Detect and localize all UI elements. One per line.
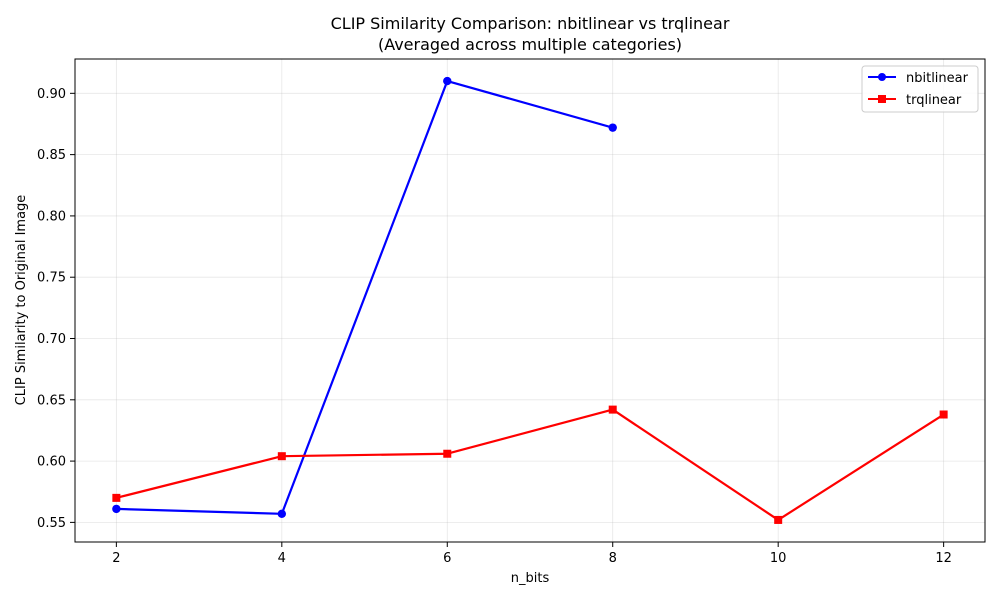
y-tick-label: 0.90 (37, 87, 66, 102)
data-point-trqlinear (443, 449, 452, 458)
grid (75, 59, 985, 542)
plot-frame (74, 58, 986, 543)
chart-subtitle: (Averaged across multiple categories) (378, 35, 682, 54)
series-line-nbitlinear (116, 79, 614, 515)
chart-title: CLIP Similarity Comparison: nbitlinear v… (331, 14, 730, 33)
data-point-trqlinear (277, 452, 286, 461)
legend-square-marker-icon (878, 95, 886, 103)
x-tick-label: 6 (443, 551, 451, 566)
x-tick-label: 8 (609, 551, 617, 566)
legend-label-nbitlinear: nbitlinear (906, 71, 969, 86)
y-tick-label: 0.85 (37, 148, 66, 163)
data-point-trqlinear (608, 405, 617, 414)
y-axis-label: CLIP Similarity to Original Image (14, 195, 29, 406)
axis-ticks: 2 4 6 8 10 12 0.55 0.60 0.65 0.70 0.75 0.80 0.85 0.90 (37, 87, 952, 566)
legend-entry-nbitlinear: nbitlinear (868, 71, 969, 86)
y-tick-label: 0.80 (37, 209, 66, 224)
legend-circle-marker-icon (878, 73, 886, 81)
series-trqlinear (112, 405, 948, 524)
data-point-trqlinear (112, 493, 121, 502)
legend-label-trqlinear: trqlinear (906, 93, 962, 108)
data-point-nbitlinear (277, 509, 287, 519)
y-tick-label: 0.75 (37, 271, 66, 286)
y-tick-label: 0.70 (37, 332, 66, 347)
y-tick-label: 0.65 (37, 393, 66, 408)
data-point-nbitlinear (443, 76, 452, 86)
x-tick-label: 4 (278, 551, 286, 566)
x-tick-label: 12 (935, 551, 952, 566)
data-point-nbitlinear (608, 123, 617, 132)
x-tick-label: 10 (770, 551, 787, 566)
data-point-trqlinear (774, 515, 783, 524)
plot-series (112, 76, 948, 524)
data-point-trqlinear (939, 410, 948, 419)
y-tick-label: 0.60 (37, 455, 66, 470)
y-tick-label: 0.55 (37, 516, 66, 531)
data-point-nbitlinear (112, 504, 121, 514)
x-axis-label: n_bits (511, 571, 550, 586)
series-line-trqlinear (116, 408, 945, 522)
legend: nbitlinear trqlinear (861, 65, 979, 113)
series-nbitlinear (112, 76, 617, 519)
x-tick-label: 2 (112, 551, 120, 566)
legend-entry-trqlinear: trqlinear (868, 93, 962, 108)
